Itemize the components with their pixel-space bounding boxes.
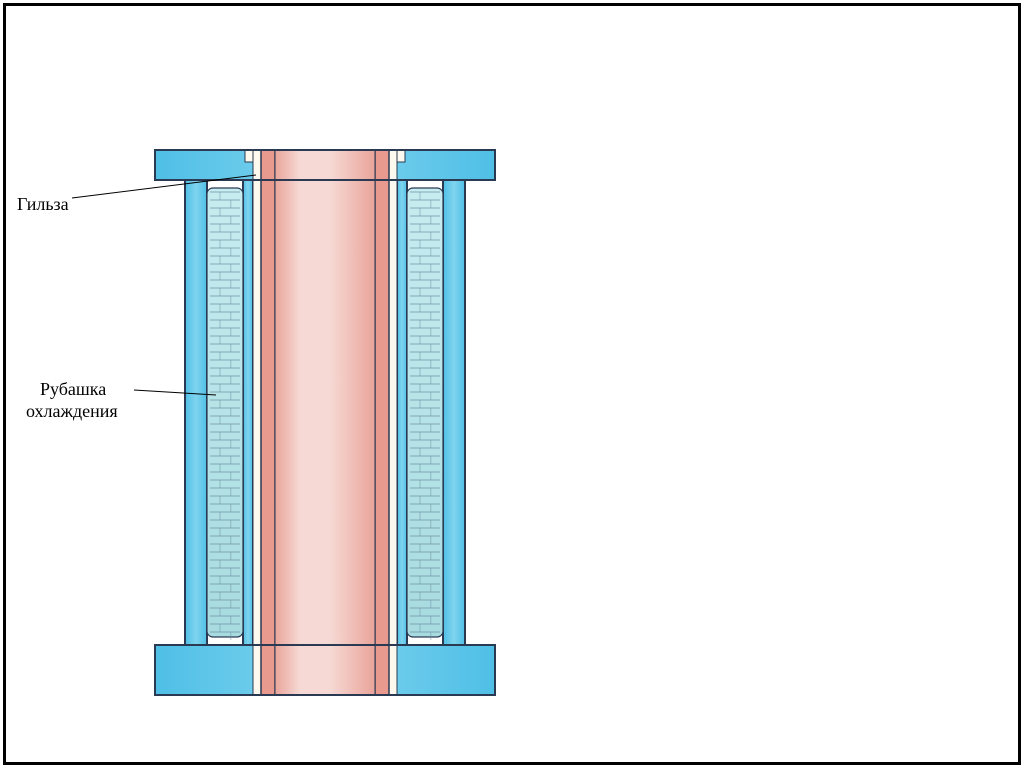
cylinder-cross-section xyxy=(0,0,1024,768)
